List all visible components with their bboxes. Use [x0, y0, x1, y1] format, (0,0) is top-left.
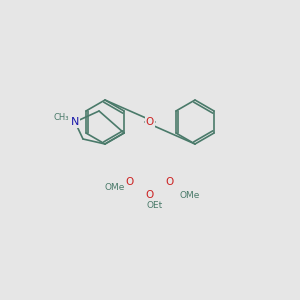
Text: OMe: OMe	[105, 184, 125, 193]
Text: O: O	[126, 177, 134, 187]
Text: OEt: OEt	[147, 200, 163, 209]
Text: O: O	[146, 117, 154, 127]
Text: O: O	[166, 177, 174, 187]
Text: O: O	[146, 190, 154, 200]
Text: OMe: OMe	[180, 190, 200, 200]
Text: CH₃: CH₃	[53, 112, 69, 122]
Text: N: N	[71, 117, 79, 127]
